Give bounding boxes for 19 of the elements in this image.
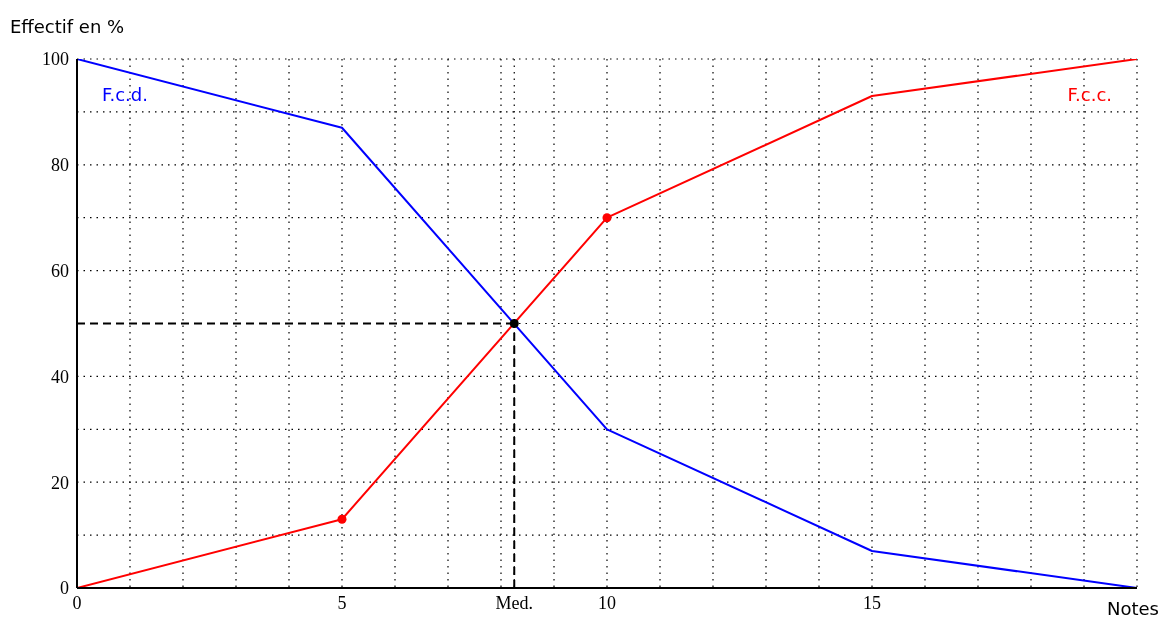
y-axis-title: Effectif en % <box>10 16 125 37</box>
point <box>337 514 347 524</box>
y-tick-label: 0 <box>60 578 69 599</box>
y-tick-label: 40 <box>51 366 69 387</box>
x-axis-title: Notes <box>1107 598 1159 619</box>
series-label: F.c.d. <box>102 84 148 105</box>
y-tick-label: 80 <box>51 155 69 176</box>
point <box>509 318 519 329</box>
x-tick-label: 0 <box>72 592 82 613</box>
x-tick-label: 15 <box>863 592 881 613</box>
y-tick-label: 60 <box>51 260 69 281</box>
series-label: F.c.c. <box>1067 84 1112 105</box>
point <box>602 213 612 223</box>
y-tick-label: 20 <box>51 472 69 493</box>
x-tick-label: 10 <box>598 592 616 613</box>
x-tick-label: 5 <box>337 592 347 613</box>
line-series <box>77 59 1137 588</box>
y-tick-label: 100 <box>42 49 69 70</box>
x-tick-label: Med. <box>495 592 533 613</box>
